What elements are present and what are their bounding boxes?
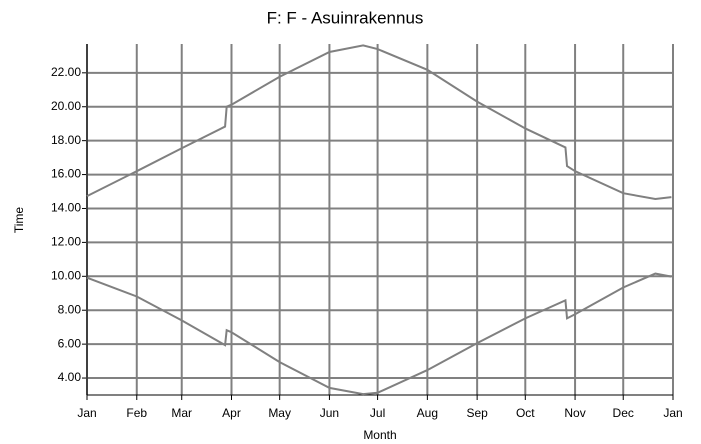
y-tick-label: 10.00	[51, 268, 81, 282]
line-series	[86, 272, 672, 396]
x-tick-label: Aug	[417, 406, 438, 420]
y-tick-label: 16.00	[51, 167, 81, 181]
x-tick-label: Sep	[466, 406, 488, 420]
x-tick-label: Jan	[663, 406, 682, 420]
x-tick-label: Oct	[516, 406, 535, 420]
y-tick-label: 18.00	[51, 133, 81, 147]
x-tick-label: Mar	[171, 406, 192, 420]
x-tick-label: Apr	[222, 406, 241, 420]
y-tick-label: 8.00	[58, 302, 82, 316]
y-tick-label: 20.00	[51, 99, 81, 113]
y-tick-label: 22.00	[51, 65, 81, 79]
y-axis-label: Time	[12, 207, 26, 234]
x-tick-label: Jul	[370, 406, 385, 420]
x-tick-label: Nov	[564, 406, 585, 420]
line-series	[86, 44, 672, 200]
y-tick-label: 6.00	[58, 336, 82, 350]
x-tick-label: Jun	[320, 406, 339, 420]
y-tick-label: 12.00	[51, 235, 81, 249]
x-tick-label: Jan	[77, 406, 96, 420]
chart-title: F: F - Asuinrakennus	[267, 8, 424, 27]
y-tick-label: 4.00	[58, 370, 82, 384]
x-tick-label: Feb	[126, 406, 147, 420]
x-axis-label: Month	[363, 428, 396, 442]
x-tick-label: May	[268, 406, 291, 420]
x-tick-label: Dec	[613, 406, 634, 420]
y-tick-label: 14.00	[51, 201, 81, 215]
